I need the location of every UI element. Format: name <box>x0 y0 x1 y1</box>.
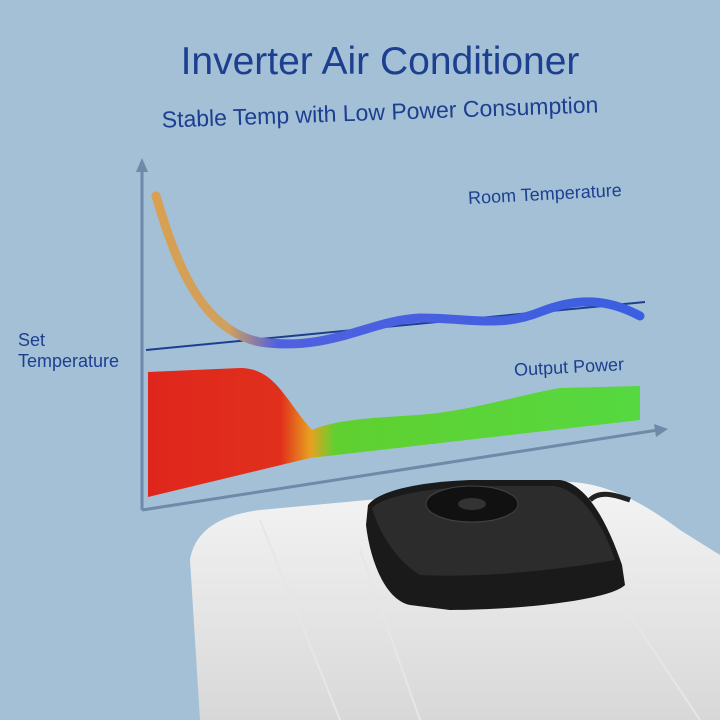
roof-panel-lines <box>259 519 701 720</box>
set-label-line1: Set <box>18 330 46 350</box>
chart-axes <box>136 158 668 512</box>
output-power-area <box>148 368 640 497</box>
room-temperature-curve <box>151 191 645 349</box>
set-label-line2: Temperature <box>18 351 120 371</box>
set-temperature-line <box>145 301 646 351</box>
page-title: Inverter Air Conditioner <box>180 40 580 83</box>
air-conditioner-unit <box>366 480 631 610</box>
set-temperature-label: Set Temperature <box>18 330 119 372</box>
